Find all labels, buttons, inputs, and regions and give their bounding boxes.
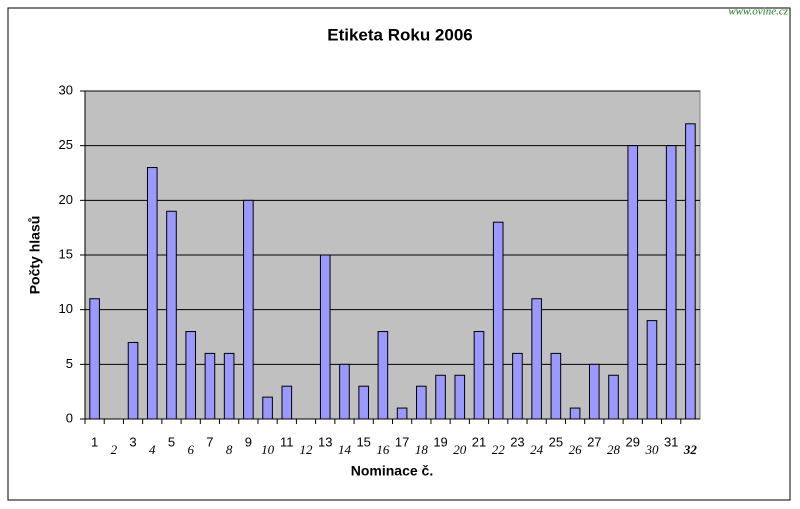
bar [569,407,581,420]
x-tick-label: 6 [187,442,194,457]
x-tick-label: 15 [356,434,370,449]
y-tick-label: 30 [59,82,73,97]
x-tick-label: 11 [280,434,294,449]
x-tick-label: 23 [510,434,524,449]
bar [262,396,273,420]
bar [281,385,293,420]
x-tick-label: 21 [472,434,486,449]
x-tick-label: 30 [644,442,659,457]
bar [550,352,562,420]
x-tick-label: 24 [530,442,544,457]
bar [454,374,466,420]
bar [127,341,139,420]
chart-title: Etiketa Roku 2006 [327,25,473,44]
x-tick-label: 8 [226,442,233,457]
x-tick-label: 31 [664,434,678,449]
x-tick-label: 5 [168,434,175,449]
x-tick-label: 13 [318,434,332,449]
y-tick-label: 25 [59,137,73,152]
x-tick-label: 32 [683,442,698,457]
x-tick-label: 4 [149,442,156,457]
bar [512,352,523,420]
bar [646,320,658,420]
bar [473,331,485,420]
y-tick-label: 0 [66,410,73,425]
x-tick-label: 20 [453,442,467,457]
x-tick-label: 25 [549,434,563,449]
y-axis-label: Počty hlasů [27,216,43,295]
x-tick-label: 12 [300,442,314,457]
x-tick-label: 22 [492,442,506,457]
bar [435,374,446,420]
y-tick-label: 10 [59,301,73,316]
bar [531,298,542,420]
bar [339,363,350,420]
bar [243,199,254,420]
bar [685,123,696,420]
bar [377,331,389,420]
bar [358,385,369,420]
bar [185,331,197,420]
x-tick-label: 10 [261,442,275,457]
bar [166,210,177,420]
y-tick-label: 20 [59,192,73,207]
x-tick-label: 26 [569,442,583,457]
x-tick-label: 28 [607,442,621,457]
watermark: www.ovine.cz [728,6,788,18]
bar [627,145,639,420]
bar [665,145,677,420]
x-tick-label: 29 [626,434,640,449]
x-tick-label: 16 [376,442,390,457]
x-tick-label: 17 [395,434,409,449]
bar [492,221,504,420]
bar [146,167,158,420]
bar [416,385,427,420]
bar [89,298,100,420]
x-tick-label: 27 [587,434,601,449]
x-tick-label: 19 [433,434,447,449]
bar [319,254,331,420]
x-tick-label: 14 [338,442,352,457]
bar [608,374,619,420]
bar [223,352,235,420]
x-axis-label: Nominace č. [351,463,433,479]
x-tick-label: 2 [111,442,118,457]
bar [204,352,216,420]
y-tick-label: 15 [59,246,73,261]
x-tick-label: 9 [245,434,252,449]
x-tick-label: 3 [129,434,136,449]
x-tick-label: 18 [415,442,429,457]
y-tick-label: 5 [66,356,73,371]
x-tick-label: 1 [91,434,98,449]
x-tick-label: 7 [206,434,213,449]
bar [588,363,600,420]
bar [396,407,408,420]
